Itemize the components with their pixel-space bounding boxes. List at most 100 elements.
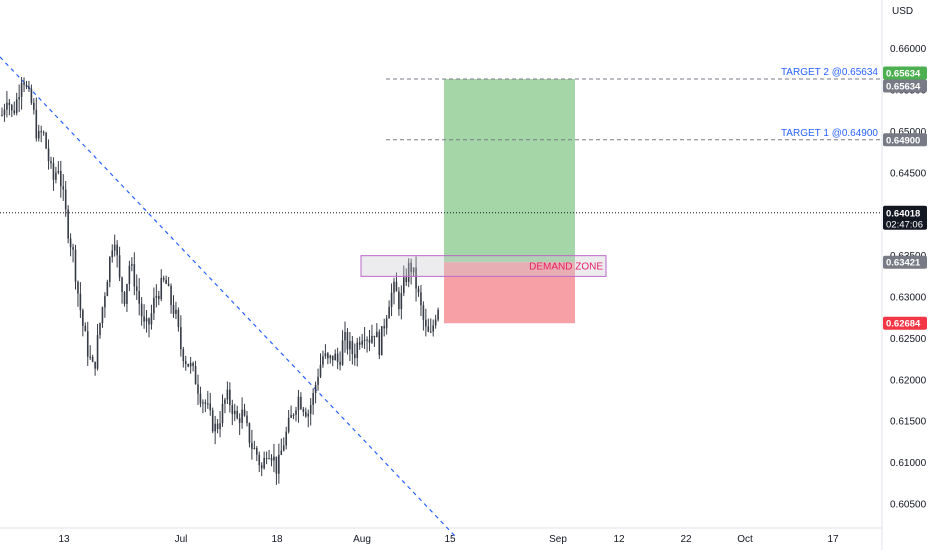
candle-body — [270, 458, 273, 461]
candle-body — [302, 408, 305, 412]
candle-body — [417, 288, 420, 293]
candle-body — [50, 161, 52, 164]
candle-body — [366, 339, 368, 341]
candle-body — [327, 353, 329, 359]
candle-body — [221, 403, 224, 424]
candle-body — [373, 335, 376, 338]
y-tick-label: 0.65000 — [890, 127, 927, 138]
candle-body — [324, 353, 327, 357]
candle-body — [268, 458, 270, 460]
candle-body — [52, 163, 55, 180]
candle-body — [3, 109, 6, 116]
candle-body — [111, 250, 114, 258]
candle-body — [20, 82, 23, 97]
candle-body — [339, 361, 341, 365]
y-tick-label: 0.66000 — [890, 44, 927, 55]
candle-body — [35, 109, 38, 139]
price-tag — [883, 66, 927, 80]
candle-body — [243, 409, 246, 416]
candle-body — [317, 376, 319, 385]
candle-body — [216, 423, 219, 430]
candle-body — [393, 281, 395, 293]
trendline — [0, 56, 457, 538]
price-tag — [883, 79, 927, 93]
candle-body — [18, 96, 20, 100]
candle-body — [429, 331, 432, 333]
candle-body — [82, 310, 84, 326]
candle-body — [331, 355, 334, 361]
candle-body — [165, 279, 167, 284]
candle-body — [167, 283, 170, 286]
candle-body — [420, 292, 422, 306]
candle-body — [361, 340, 363, 345]
candle-body — [67, 209, 69, 239]
demand-zone — [360, 255, 607, 277]
candle-body — [33, 102, 35, 110]
candle-body — [354, 354, 356, 359]
candle-body — [118, 255, 121, 278]
candle-body — [368, 339, 371, 343]
candle-body — [162, 277, 165, 280]
candle-body — [150, 313, 153, 325]
candle-body — [300, 396, 302, 409]
candle-body — [202, 402, 204, 404]
candle-body — [135, 286, 138, 291]
x-tick-label: Oct — [737, 534, 753, 545]
candle-body — [180, 327, 182, 350]
candle-body — [395, 281, 398, 292]
candle-body — [113, 244, 116, 251]
y-tick-label: 0.64500 — [890, 168, 927, 179]
candle-body — [226, 389, 229, 400]
candle-body — [273, 456, 275, 461]
candle-body — [172, 305, 175, 314]
y-tick-label: 0.63000 — [890, 293, 927, 304]
candle-body — [77, 281, 79, 294]
x-tick-label: Aug — [353, 534, 371, 545]
candle-body — [158, 295, 160, 300]
x-tick-label: 22 — [680, 534, 692, 545]
candle-body — [297, 396, 300, 411]
candle-body — [305, 411, 307, 417]
price-tag-label: 0.62684 — [886, 319, 921, 330]
price-tag — [883, 133, 927, 147]
candle-body — [407, 262, 410, 283]
candle-body — [412, 267, 415, 273]
candle-body — [209, 403, 212, 411]
candle-body — [184, 361, 187, 364]
candle-body — [94, 361, 96, 369]
candle-body — [292, 414, 295, 416]
candle-body — [385, 318, 388, 329]
candle-body — [86, 331, 89, 357]
candle-body — [427, 326, 430, 332]
candle-body — [15, 99, 18, 114]
candle-body — [47, 148, 50, 162]
y-tick-label: 0.62000 — [890, 375, 927, 386]
candle-body — [55, 172, 57, 180]
profit-zone — [444, 78, 575, 263]
candle-body — [138, 290, 140, 304]
candle-body — [363, 340, 366, 342]
candle-body — [126, 284, 128, 305]
candle-body — [403, 277, 405, 294]
candle-body — [290, 414, 292, 418]
candle-body — [1, 114, 3, 116]
y-tick-label: 0.62500 — [890, 334, 927, 345]
candle-body — [160, 277, 163, 300]
candle-body — [434, 319, 437, 326]
candle-body — [106, 281, 109, 297]
candle-body — [341, 340, 344, 365]
candle-body — [241, 409, 243, 423]
candle-body — [79, 293, 82, 311]
candle-body — [388, 306, 390, 319]
candle-body — [405, 277, 408, 283]
candle-body — [307, 413, 310, 417]
candle-body — [358, 342, 361, 345]
price-tag — [883, 255, 927, 269]
price-tag-label: 0.65634 — [886, 68, 921, 79]
candle-body — [175, 309, 177, 314]
candle-body — [6, 102, 8, 110]
candle-body — [84, 325, 87, 332]
candle-body — [349, 341, 351, 350]
candle-body — [380, 326, 383, 356]
